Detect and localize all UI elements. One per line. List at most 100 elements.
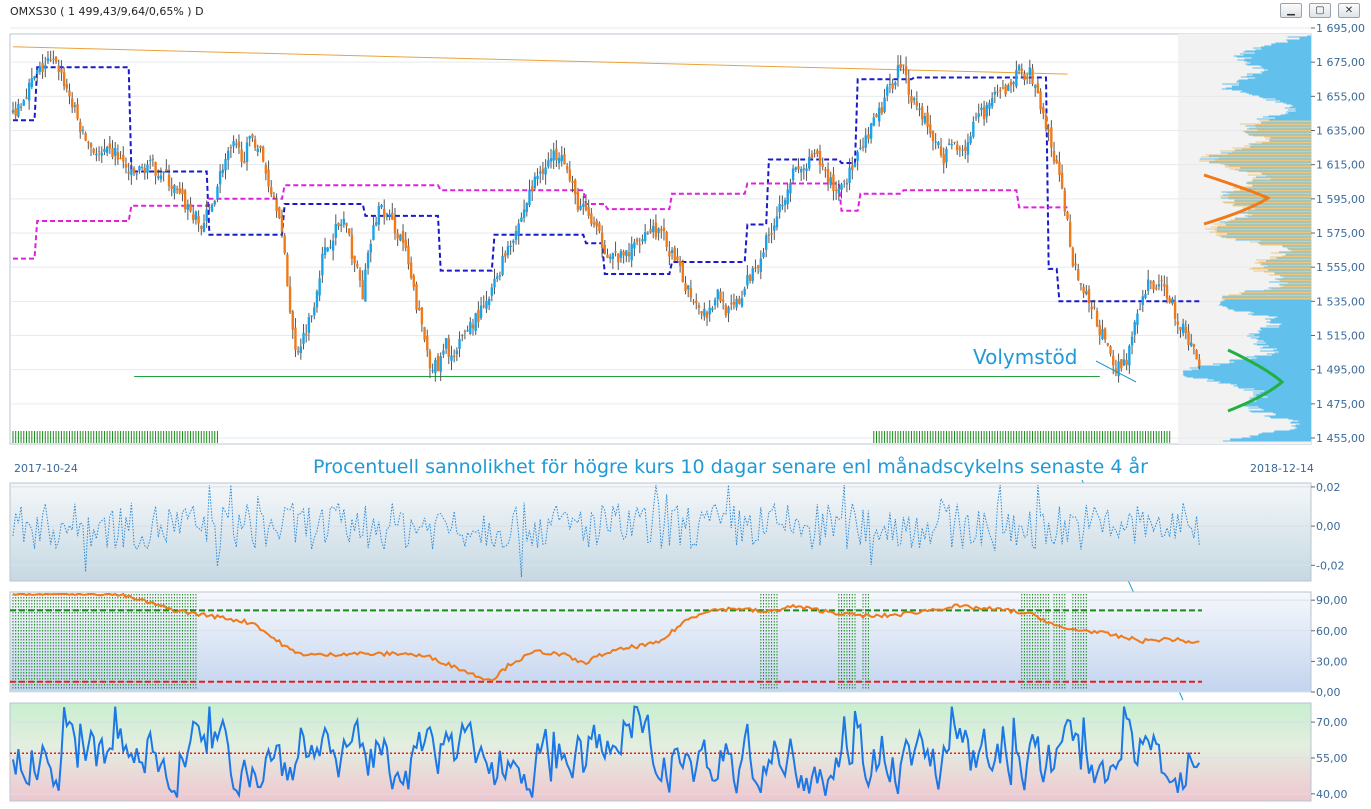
candle-body <box>735 298 738 308</box>
candle-body <box>789 182 792 194</box>
candle-body <box>945 148 948 163</box>
candle-body <box>1068 221 1072 247</box>
candle-body <box>490 287 494 296</box>
candle-body <box>947 143 951 145</box>
candle-body <box>469 321 472 334</box>
candle-body <box>808 156 811 169</box>
oscillator-2-line <box>12 592 1200 682</box>
close-button[interactable]: ✕ <box>1338 3 1360 18</box>
candle-body <box>1125 360 1128 366</box>
candle-body <box>877 107 881 122</box>
candle-body <box>1031 68 1034 85</box>
candle-body <box>404 239 407 249</box>
candle-body <box>350 234 354 259</box>
candle-body <box>756 265 760 268</box>
maximize-button[interactable]: ▢ <box>1309 3 1331 18</box>
candle-body <box>821 163 824 167</box>
candle-body <box>170 186 173 189</box>
candle-body <box>1130 336 1134 346</box>
candle-body <box>937 142 940 146</box>
candle-body <box>326 247 329 252</box>
candle-body <box>52 58 55 60</box>
candle-body <box>130 169 133 176</box>
candle-body <box>426 335 429 351</box>
candle-body <box>509 245 512 248</box>
candle-body <box>485 300 488 309</box>
candle-body <box>810 154 814 158</box>
candle-body <box>1017 65 1021 71</box>
candle-body <box>1079 283 1083 285</box>
candle-body <box>431 370 434 372</box>
candle-body <box>256 148 259 152</box>
candle-body <box>1044 114 1048 129</box>
candle-body <box>1149 281 1153 283</box>
candle-body <box>1028 67 1032 76</box>
candle-body <box>721 299 725 302</box>
candle-body <box>186 204 190 210</box>
candle-body <box>950 144 954 146</box>
candle-body <box>724 304 728 316</box>
candle-body <box>235 143 238 145</box>
candle-body <box>533 176 537 189</box>
candle-body <box>861 146 865 148</box>
candle-body <box>541 168 545 174</box>
candle-body <box>1192 344 1196 347</box>
candle-body <box>813 152 816 154</box>
title-bar: OMXS30 ( 1 499,43/9,64/0,65% ) D ▁ ▢ ✕ <box>0 0 1371 24</box>
candle-body <box>463 331 467 333</box>
candle-body <box>514 231 518 240</box>
candle-body <box>864 135 867 148</box>
candle-body <box>565 166 569 170</box>
candle-body <box>988 102 991 109</box>
candle-body <box>442 350 445 355</box>
candle-body <box>19 106 23 108</box>
candle-body <box>1015 70 1018 87</box>
candle-body <box>299 346 303 354</box>
candle-body <box>560 155 563 162</box>
candle-body <box>1039 91 1042 110</box>
candle-body <box>703 308 706 317</box>
candle-body <box>700 311 703 314</box>
candle-body <box>1198 359 1201 367</box>
minimize-button[interactable]: ▁ <box>1280 3 1302 18</box>
candle-body <box>1004 85 1007 95</box>
candle-body <box>27 82 31 101</box>
candle-body <box>95 153 98 156</box>
candle-body <box>116 151 120 160</box>
candle-body <box>921 106 924 120</box>
candle-body <box>399 234 402 241</box>
candle-body <box>684 283 687 291</box>
candle-body <box>743 288 746 296</box>
candle-body <box>517 223 520 236</box>
oscillator-1-grid <box>10 486 1311 566</box>
candle-body <box>719 291 722 301</box>
candle-body <box>603 245 606 254</box>
candle-body <box>584 203 588 210</box>
candle-body <box>539 171 542 174</box>
candle-body <box>296 350 300 353</box>
candle-body <box>681 261 685 283</box>
window-title: OMXS30 ( 1 499,43/9,64/0,65% ) D <box>10 5 204 18</box>
candle-body <box>1085 291 1088 295</box>
candle-body <box>229 146 233 149</box>
volymstod-label: Volymstöd <box>973 345 1077 369</box>
candle-body <box>934 141 937 143</box>
candle-body <box>576 191 580 211</box>
candle-body <box>1066 211 1069 220</box>
candle-body <box>853 162 857 167</box>
price-indicator-line <box>13 66 1200 303</box>
candle-body <box>436 355 440 372</box>
candle-body <box>614 251 617 253</box>
candle-body <box>132 168 136 174</box>
candle-body <box>65 84 68 89</box>
candle-body <box>450 355 453 361</box>
candle-body <box>455 350 459 355</box>
candle-body <box>953 141 956 143</box>
oscillator-1-tick-label: -0,02 <box>1316 559 1344 572</box>
candle-body <box>288 286 292 313</box>
candle-body <box>670 250 674 253</box>
candle-body <box>1012 82 1015 85</box>
candle-body <box>1109 346 1112 355</box>
candle-body <box>695 300 698 304</box>
candle-body <box>208 206 211 208</box>
